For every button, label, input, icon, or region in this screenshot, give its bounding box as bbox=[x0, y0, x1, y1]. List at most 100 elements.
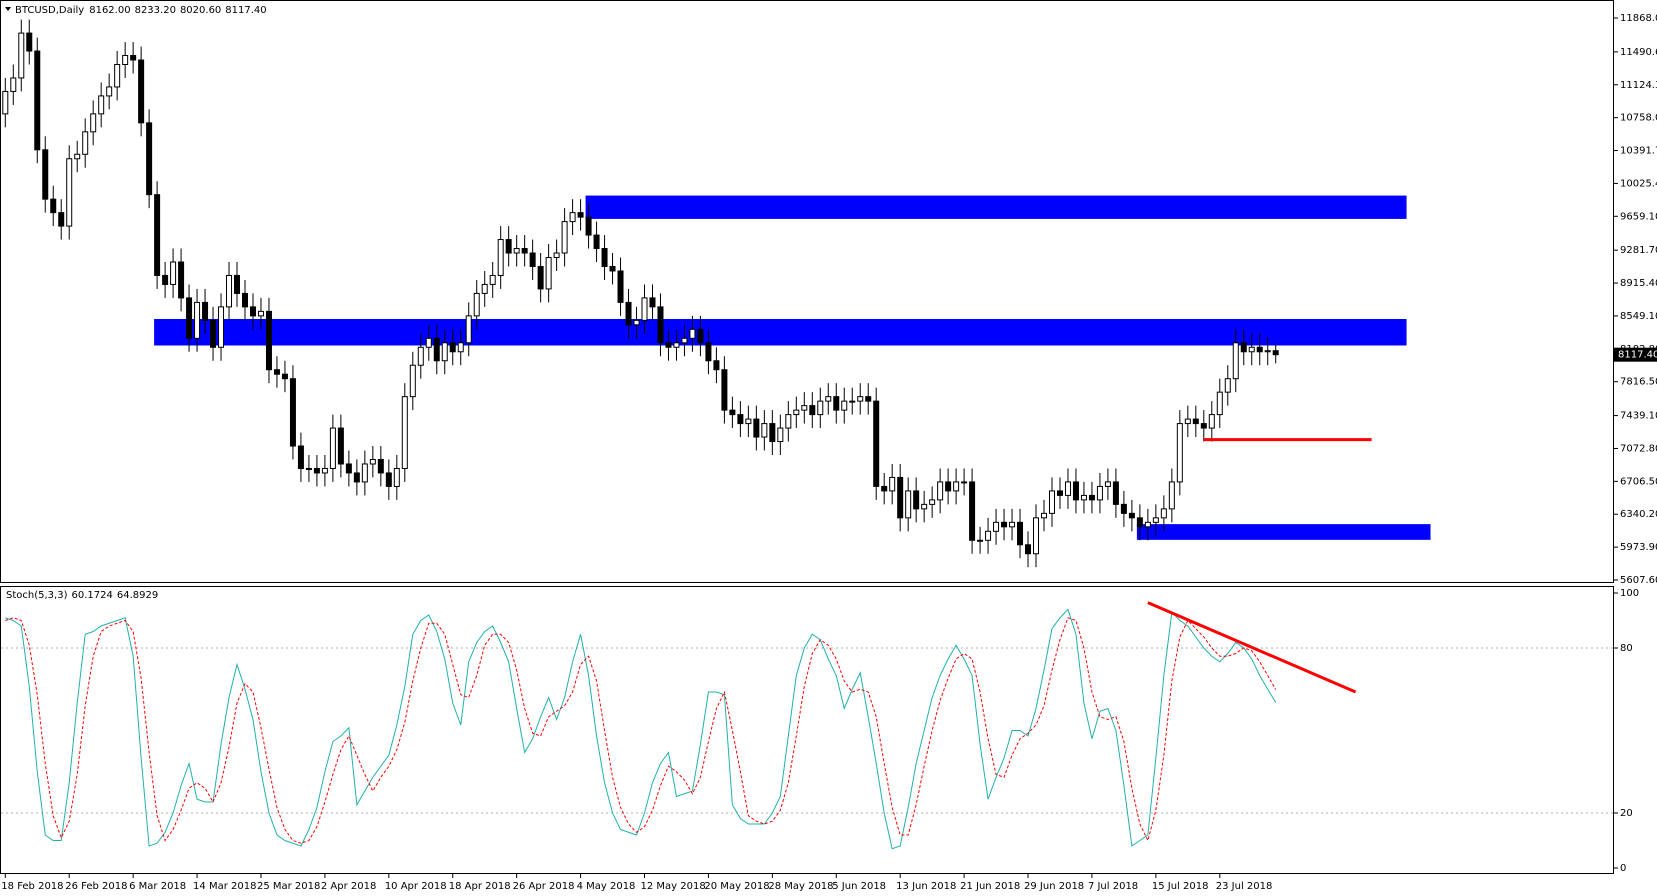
candle-body bbox=[737, 414, 744, 425]
candle-body bbox=[377, 458, 384, 474]
candle-body bbox=[305, 467, 312, 470]
candle-body bbox=[281, 373, 288, 380]
candle-body bbox=[265, 310, 272, 371]
candle-body bbox=[665, 342, 672, 348]
y-tick-label: 6340.20 bbox=[1620, 509, 1657, 520]
candle-body bbox=[345, 463, 352, 474]
candle-body bbox=[961, 481, 968, 484]
collapse-icon bbox=[5, 7, 11, 11]
candle-body bbox=[162, 274, 169, 285]
candle-body bbox=[1232, 342, 1239, 380]
candle-body bbox=[649, 297, 656, 308]
candle-body bbox=[785, 414, 792, 429]
x-tick-label: 12 May 2018 bbox=[641, 881, 706, 892]
y-tick-label: 8915.40 bbox=[1620, 278, 1657, 289]
candle-body bbox=[289, 378, 296, 447]
candle-body bbox=[601, 248, 608, 267]
candle-body bbox=[417, 346, 424, 366]
d-value: 64.8929 bbox=[117, 590, 158, 601]
candle-body bbox=[1184, 418, 1191, 425]
y-tick-label: 5973.90 bbox=[1620, 542, 1657, 553]
candle-body bbox=[1240, 342, 1247, 353]
candle-body bbox=[186, 297, 193, 339]
candle-body bbox=[34, 50, 41, 151]
candle-body bbox=[689, 328, 696, 339]
candle-body bbox=[809, 405, 816, 416]
price-header: BTCUSD,Daily 8162.00 8233.20 8020.60 8117.40 bbox=[15, 5, 267, 16]
stoch-line bbox=[5, 608, 1277, 850]
candle-body bbox=[1112, 481, 1119, 505]
candle-body bbox=[825, 396, 832, 402]
candle-body bbox=[425, 337, 432, 348]
candle-body bbox=[66, 158, 73, 227]
candle-body bbox=[489, 274, 496, 285]
candle-body bbox=[18, 32, 25, 79]
x-tick-label: 28 May 2018 bbox=[768, 881, 833, 892]
x-tick-label: 13 Jun 2018 bbox=[896, 881, 956, 892]
candle-body bbox=[1072, 481, 1079, 501]
candle-body bbox=[369, 458, 376, 465]
candle-body bbox=[146, 122, 153, 196]
candle-body bbox=[98, 95, 105, 115]
candle-body bbox=[273, 369, 280, 375]
y-tick-label: 0 bbox=[1620, 863, 1626, 874]
candle-body bbox=[921, 503, 928, 510]
x-tick-label: 15 Jul 2018 bbox=[1152, 881, 1209, 892]
candle-body bbox=[705, 342, 712, 362]
candle-body bbox=[82, 131, 89, 155]
candle-body bbox=[929, 499, 936, 505]
symbol: BTCUSD,Daily bbox=[15, 5, 84, 16]
candle-body bbox=[497, 239, 504, 276]
candle-body bbox=[10, 77, 17, 92]
candle-body bbox=[521, 248, 528, 254]
candle-body bbox=[194, 301, 201, 339]
x-tick-label: 5 Jun 2018 bbox=[832, 881, 886, 892]
candle-body bbox=[234, 274, 241, 294]
candle-body bbox=[130, 55, 137, 61]
candle-body bbox=[26, 32, 33, 52]
candle-body bbox=[42, 149, 49, 200]
candle-body bbox=[337, 427, 344, 465]
candle-body bbox=[361, 463, 368, 483]
high-label: 8233.20 bbox=[135, 5, 176, 16]
candle-body bbox=[849, 400, 856, 403]
candle-body bbox=[593, 234, 600, 250]
candle-body bbox=[1041, 512, 1047, 519]
candle-body bbox=[873, 400, 880, 487]
candle-body bbox=[953, 481, 960, 492]
candle-body bbox=[993, 521, 1000, 532]
candle-body bbox=[801, 405, 808, 411]
candle-body bbox=[1120, 503, 1127, 514]
x-tick-label: 21 Jun 2018 bbox=[960, 881, 1020, 892]
candle-body bbox=[441, 342, 448, 362]
y-tick-label: 9281.70 bbox=[1620, 245, 1657, 256]
candle-body bbox=[90, 113, 97, 133]
y-tick-label: 10391.70 bbox=[1620, 146, 1657, 157]
candle-body bbox=[154, 194, 161, 276]
candle-body bbox=[529, 252, 536, 267]
candle-body bbox=[1104, 481, 1111, 487]
candle-body bbox=[58, 212, 65, 227]
k-value: 60.1724 bbox=[71, 590, 112, 601]
candle-body bbox=[561, 221, 568, 254]
candle-body bbox=[641, 297, 648, 321]
candle-body bbox=[1144, 521, 1151, 528]
x-tick-label: 18 Feb 2018 bbox=[1, 881, 63, 892]
zone bbox=[585, 195, 1407, 219]
candle-body bbox=[465, 315, 472, 344]
candle-body bbox=[505, 239, 512, 254]
candle-body bbox=[433, 337, 440, 362]
x-tick-label: 29 Jun 2018 bbox=[1024, 881, 1084, 892]
candle-body bbox=[793, 409, 800, 416]
candle-body bbox=[74, 153, 81, 160]
candle-body bbox=[329, 427, 336, 469]
candle-body bbox=[753, 418, 760, 438]
candle-body bbox=[1096, 485, 1103, 501]
y-tick-label: 7072.80 bbox=[1620, 443, 1657, 454]
candle-body bbox=[1272, 350, 1279, 356]
candle-body bbox=[1192, 418, 1199, 425]
candle-body bbox=[945, 481, 952, 492]
candle-body bbox=[122, 55, 129, 66]
y-tick-label: 6706.50 bbox=[1620, 476, 1657, 487]
